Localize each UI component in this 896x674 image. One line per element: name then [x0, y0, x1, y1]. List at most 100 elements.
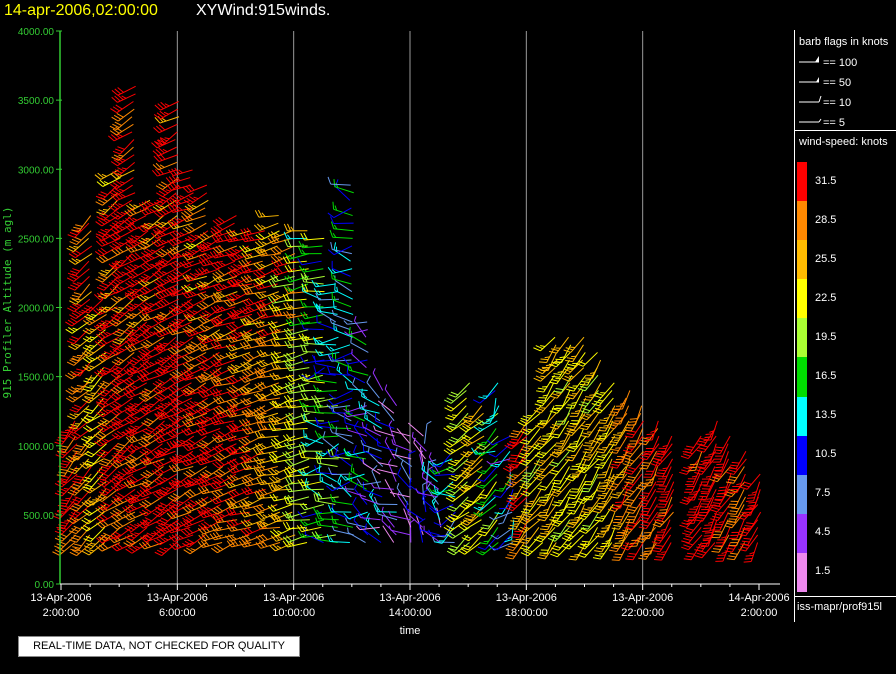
wind-barb	[94, 245, 119, 257]
wind-barb	[95, 215, 120, 227]
barb-feather	[262, 241, 267, 245]
barb-feather	[95, 401, 104, 406]
wind-barb	[225, 291, 250, 302]
barb-feather	[164, 447, 170, 451]
barb-feather	[332, 300, 335, 309]
barb-shaft	[162, 253, 180, 267]
barb-feather	[397, 467, 402, 475]
barb-shaft	[130, 291, 150, 301]
barb-feather	[99, 355, 107, 360]
wind-barb	[350, 463, 369, 483]
wind-barb	[95, 511, 120, 523]
barb-feather	[211, 235, 217, 243]
wind-barb	[169, 260, 194, 270]
barb-feather	[54, 530, 63, 535]
barb-feather	[300, 413, 305, 421]
barb-feather	[163, 342, 169, 345]
barb-shaft	[158, 161, 178, 171]
barb-feather	[240, 529, 247, 536]
barb-feather	[100, 247, 108, 254]
barb-feather	[95, 233, 104, 238]
barb-feather	[85, 502, 94, 506]
barb-feather	[197, 541, 204, 548]
barb-feather	[113, 498, 121, 505]
barb-feather	[135, 235, 141, 238]
barb-feather	[67, 234, 75, 238]
barb-feather	[140, 369, 147, 376]
barb-feather	[162, 386, 168, 390]
barb-feather	[232, 309, 240, 315]
barb-shaft	[116, 519, 135, 530]
barb-feather	[216, 506, 223, 512]
wind-barb	[239, 418, 264, 427]
barb-feather	[76, 444, 84, 448]
wind-barb	[184, 199, 209, 211]
barb-feather	[101, 465, 109, 470]
barb-shaft	[118, 443, 133, 459]
barb-feather	[146, 532, 154, 537]
barb-feather	[102, 501, 110, 507]
wind-barb	[197, 291, 222, 300]
barb-feather	[144, 499, 152, 505]
wind-barb	[226, 397, 251, 408]
barb-shaft	[231, 230, 251, 237]
barb-feather	[150, 249, 156, 253]
wind-barb	[167, 237, 192, 247]
barb-shaft	[145, 481, 164, 492]
barb-feather	[124, 292, 132, 297]
wind-barb	[96, 420, 121, 433]
barb-feather	[202, 232, 210, 238]
barb-shaft	[102, 314, 119, 329]
barb-feather	[212, 462, 219, 469]
barb-feather	[213, 341, 220, 349]
barb-feather	[130, 454, 138, 460]
barb-feather	[244, 354, 252, 361]
wind-barb	[362, 458, 381, 475]
barb-feather	[364, 423, 368, 432]
barb-shaft	[187, 207, 206, 218]
barb-feather	[255, 535, 262, 543]
barb-feather	[101, 460, 109, 465]
barb-shaft	[377, 468, 397, 475]
barb-feather	[145, 330, 153, 336]
barb-shaft	[232, 397, 251, 408]
barb-shaft	[396, 428, 411, 444]
barb-feather	[169, 523, 177, 530]
barb-shaft	[74, 222, 90, 238]
barb-feather	[94, 441, 101, 447]
barb-feather	[330, 241, 333, 250]
barb-feather	[388, 458, 392, 464]
barb-feather	[200, 253, 207, 260]
barb-feather	[129, 327, 137, 332]
barb-feather	[125, 478, 133, 485]
barb-feather	[157, 103, 164, 110]
wind-barb	[153, 321, 178, 333]
barb-feather	[178, 415, 184, 419]
barb-feather	[162, 148, 168, 153]
barb-feather	[156, 199, 164, 205]
barb-feather	[125, 246, 132, 253]
barb-feather	[242, 419, 248, 426]
wind-barb	[240, 274, 266, 283]
barb-feather	[125, 505, 132, 512]
barb-feather	[164, 103, 170, 107]
barb-feather	[64, 374, 72, 380]
wind-barb	[210, 523, 235, 532]
barb-shaft	[131, 542, 150, 554]
barb-feather	[168, 306, 176, 312]
barb-shaft	[102, 329, 121, 340]
barb-shaft	[115, 237, 133, 250]
wind-barb	[227, 488, 252, 498]
barb-shaft	[76, 283, 91, 300]
barb-feather	[154, 413, 162, 418]
barb-feather	[187, 204, 195, 210]
wind-barb	[396, 428, 411, 444]
barb-feather	[260, 471, 265, 476]
barb-feather	[199, 402, 206, 408]
barb-feather	[229, 324, 236, 330]
barb-feather	[246, 227, 252, 235]
wind-barb	[108, 199, 133, 211]
barb-feather	[161, 423, 168, 429]
barb-feather	[242, 509, 249, 517]
wind-barb	[139, 253, 164, 263]
